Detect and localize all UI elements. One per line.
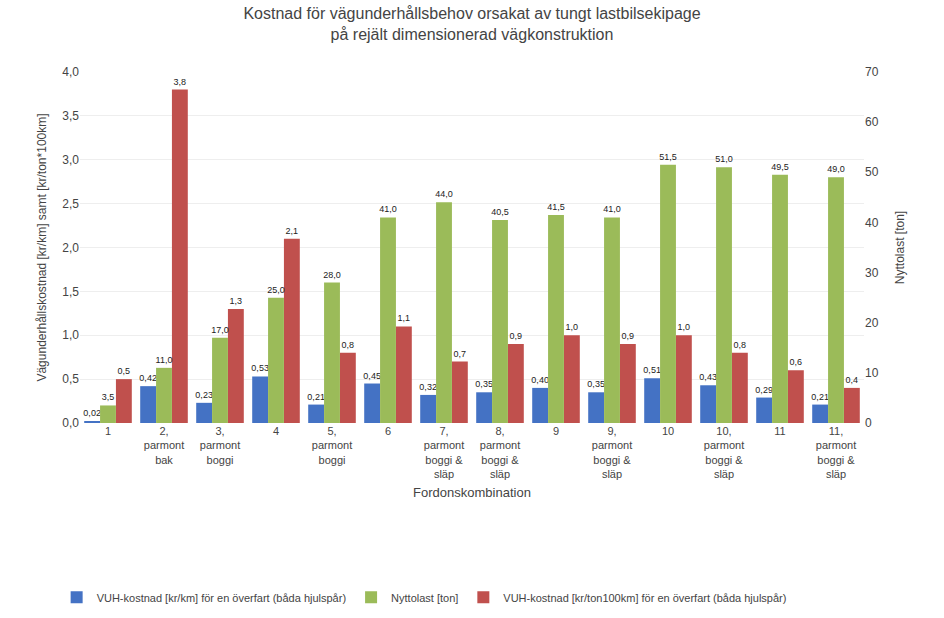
svg-text:30: 30	[865, 266, 879, 280]
svg-text:11,parmontboggi &släp: 11,parmontboggi &släp	[816, 425, 856, 480]
svg-text:7,parmontboggi &släp: 7,parmontboggi &släp	[424, 425, 464, 480]
svg-text:8,parmontboggi &släp: 8,parmontboggi &släp	[480, 425, 520, 480]
svg-text:3,parmontboggi: 3,parmontboggi	[200, 425, 240, 466]
svg-text:11: 11	[774, 425, 785, 437]
svg-text:1,0: 1,0	[566, 322, 579, 332]
svg-text:4: 4	[273, 425, 279, 437]
svg-text:11,0: 11,0	[156, 355, 173, 365]
svg-text:0,4: 0,4	[846, 375, 859, 385]
svg-text:VUH-kostnad [kr/km] för en öve: VUH-kostnad [kr/km] för en överfart (båd…	[97, 592, 346, 604]
svg-text:0,42: 0,42	[139, 373, 157, 383]
svg-text:3,5: 3,5	[102, 392, 115, 402]
svg-text:Kostnad för vägunderhållsbehov: Kostnad för vägunderhållsbehov orsakat a…	[243, 5, 700, 43]
svg-text:28,0: 28,0	[323, 270, 341, 280]
svg-text:0,35: 0,35	[587, 379, 605, 389]
svg-text:41,5: 41,5	[547, 202, 565, 212]
svg-text:3,0: 3,0	[62, 153, 79, 167]
svg-text:0,40: 0,40	[531, 375, 549, 385]
svg-text:44,0: 44,0	[435, 189, 453, 199]
svg-text:70: 70	[865, 65, 879, 79]
svg-text:0,45: 0,45	[363, 371, 381, 381]
svg-text:10: 10	[865, 366, 879, 380]
svg-text:0,5: 0,5	[62, 372, 79, 386]
svg-text:1,1: 1,1	[398, 313, 411, 323]
svg-text:1,0: 1,0	[62, 328, 79, 342]
svg-text:2,1: 2,1	[286, 226, 299, 236]
svg-text:0,21: 0,21	[307, 392, 325, 402]
svg-text:0,6: 0,6	[790, 357, 803, 367]
svg-text:40,5: 40,5	[491, 207, 509, 217]
svg-text:0,9: 0,9	[622, 331, 635, 341]
svg-text:0,0: 0,0	[62, 416, 79, 430]
svg-text:3,8: 3,8	[174, 77, 187, 87]
svg-text:Nyttolast [ton]: Nyttolast [ton]	[893, 211, 907, 284]
svg-text:Nyttolast [ton]: Nyttolast [ton]	[391, 592, 458, 604]
svg-text:10: 10	[662, 425, 674, 437]
svg-text:25,0: 25,0	[267, 285, 285, 295]
svg-text:9: 9	[553, 425, 559, 437]
svg-text:Vägunderhållskostnad [kr/km] s: Vägunderhållskostnad [kr/km] samt [kr/to…	[35, 113, 49, 381]
svg-text:0,51: 0,51	[643, 365, 661, 375]
svg-text:51,0: 51,0	[715, 154, 733, 164]
svg-text:0,23: 0,23	[195, 390, 213, 400]
svg-text:50: 50	[865, 165, 879, 179]
svg-text:1,0: 1,0	[678, 322, 691, 332]
svg-text:5,parmontboggi: 5,parmontboggi	[312, 425, 352, 466]
svg-text:0,8: 0,8	[342, 340, 355, 350]
svg-text:0,53: 0,53	[251, 363, 269, 373]
svg-text:0,32: 0,32	[419, 382, 437, 392]
svg-text:0,29: 0,29	[755, 385, 773, 395]
svg-text:40: 40	[865, 216, 879, 230]
svg-text:0,8: 0,8	[734, 340, 747, 350]
svg-text:0,35: 0,35	[475, 379, 493, 389]
svg-text:0,02: 0,02	[83, 408, 101, 418]
svg-text:0,7: 0,7	[454, 349, 467, 359]
svg-text:41,0: 41,0	[379, 204, 397, 214]
svg-text:1,5: 1,5	[62, 285, 79, 299]
svg-text:0,9: 0,9	[510, 331, 523, 341]
svg-text:49,5: 49,5	[771, 162, 789, 172]
svg-text:49,0: 49,0	[827, 164, 845, 174]
svg-text:VUH-kostnad [kr/ton100km] för: VUH-kostnad [kr/ton100km] för en överfar…	[503, 592, 786, 604]
svg-text:1,3: 1,3	[230, 296, 243, 306]
svg-text:2,parmontbak: 2,parmontbak	[144, 425, 184, 466]
svg-text:17,0: 17,0	[211, 325, 229, 335]
svg-text:4,0: 4,0	[62, 65, 79, 79]
svg-text:3,5: 3,5	[62, 109, 79, 123]
svg-text:2,5: 2,5	[62, 197, 79, 211]
svg-text:Fordonskombination: Fordonskombination	[413, 485, 531, 500]
svg-text:0,43: 0,43	[699, 372, 717, 382]
svg-text:1: 1	[105, 425, 111, 437]
svg-text:60: 60	[865, 115, 879, 129]
svg-text:41,0: 41,0	[603, 204, 621, 214]
svg-text:0,5: 0,5	[118, 366, 131, 376]
svg-text:6: 6	[385, 425, 391, 437]
svg-text:51,5: 51,5	[659, 152, 677, 162]
svg-text:0,21: 0,21	[811, 392, 829, 402]
svg-text:0: 0	[865, 416, 872, 430]
svg-text:10,parmontboggi &släp: 10,parmontboggi &släp	[704, 425, 744, 480]
svg-text:20: 20	[865, 316, 879, 330]
svg-text:2,0: 2,0	[62, 241, 79, 255]
svg-text:9,parmontboggi &släp: 9,parmontboggi &släp	[592, 425, 632, 480]
